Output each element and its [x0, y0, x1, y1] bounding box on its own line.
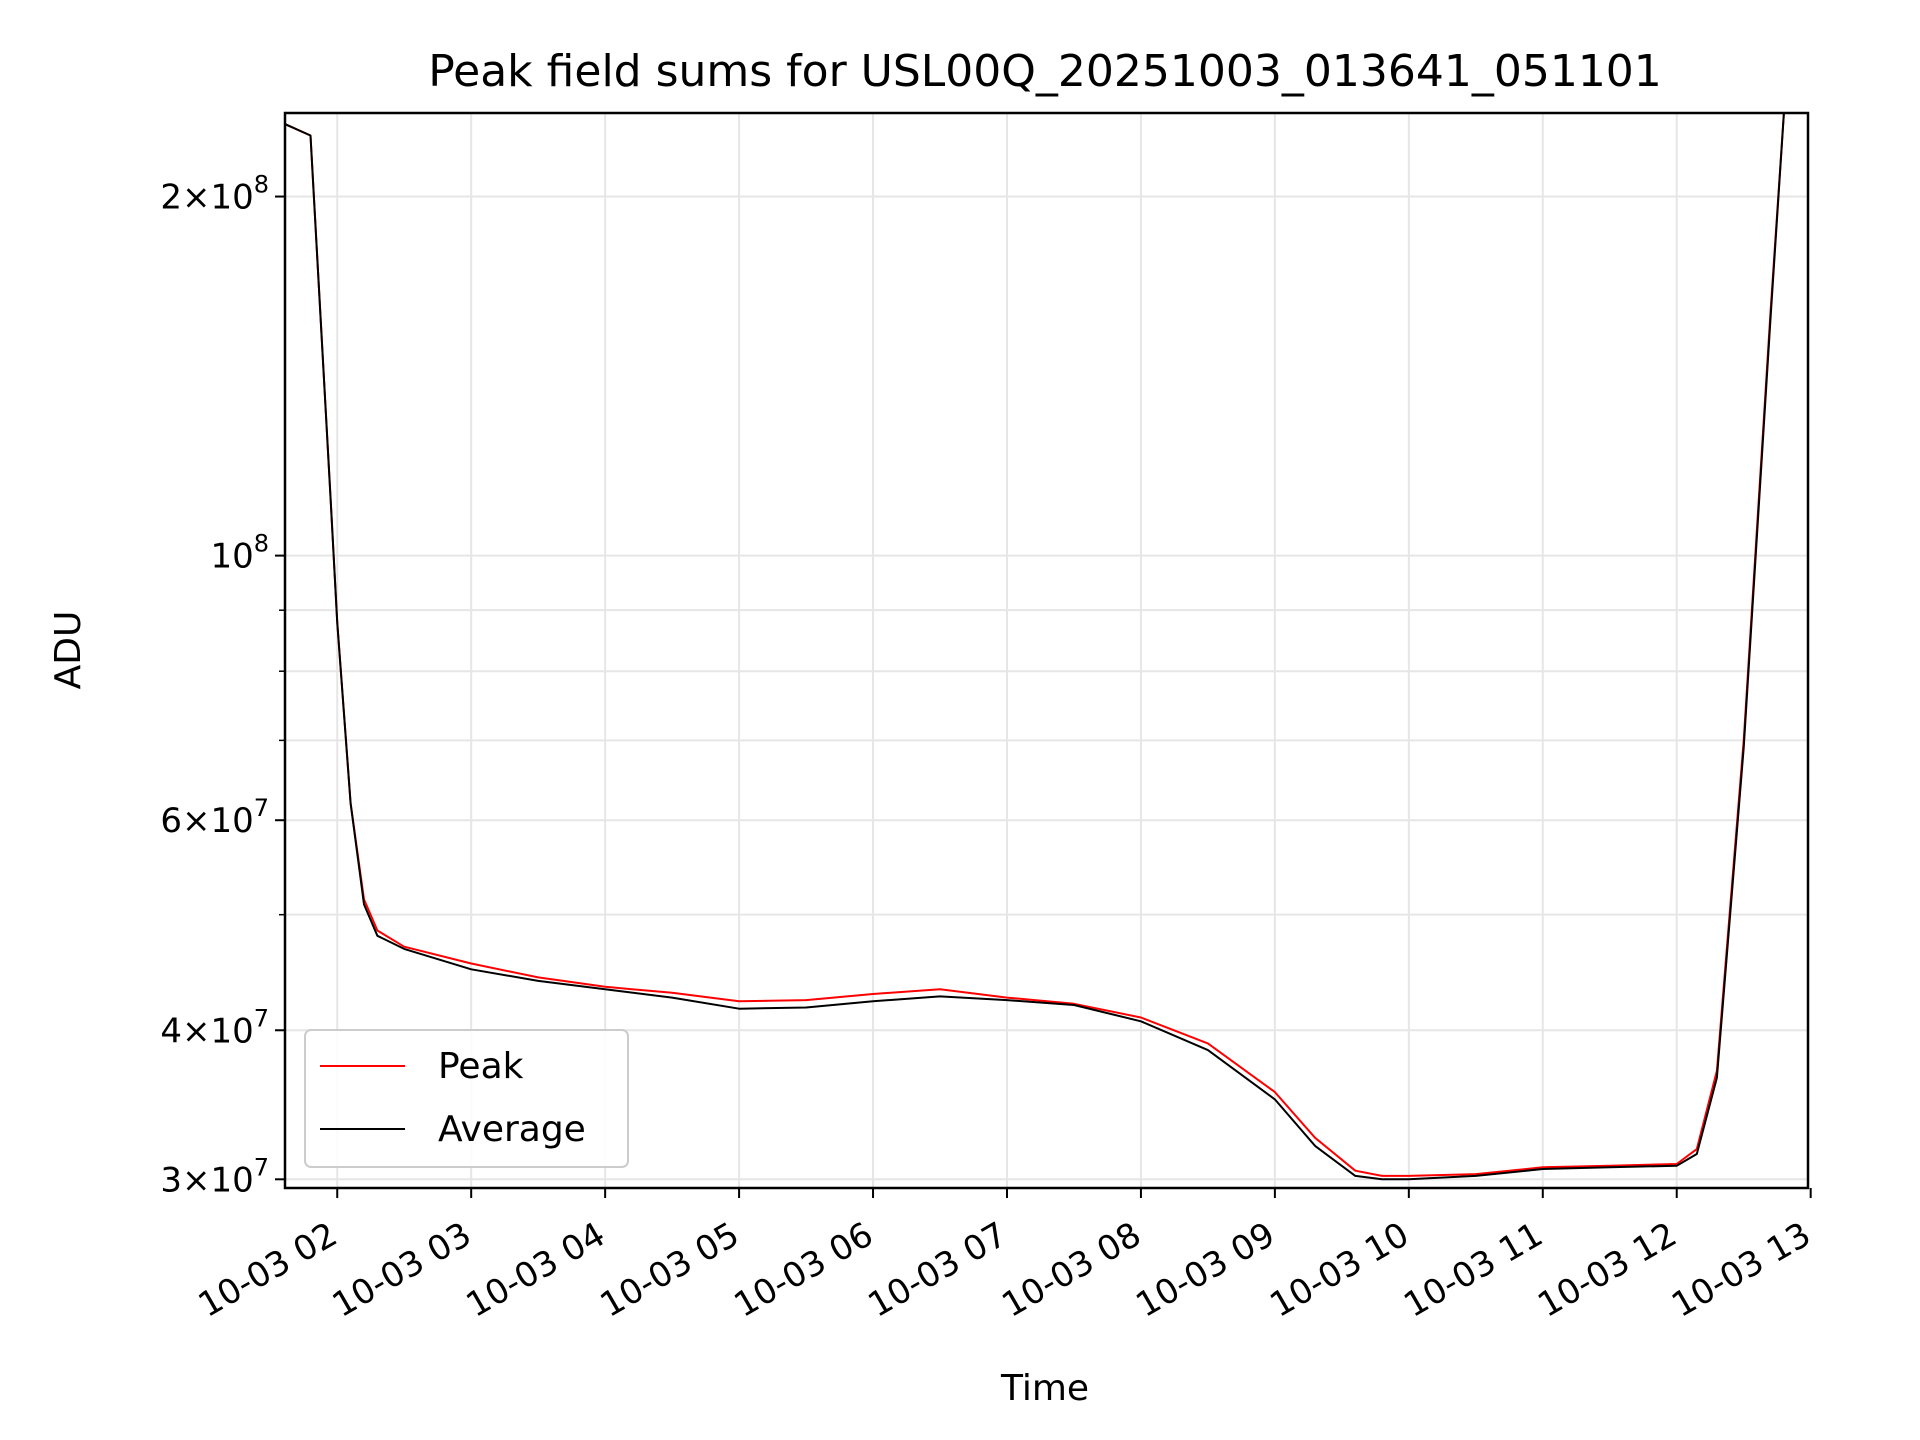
y-tick-label: 6×107 — [160, 794, 269, 841]
x-axis-label: Time — [1000, 1368, 1089, 1409]
legend: Peak Average — [304, 1029, 629, 1168]
y-tick-label: 3×107 — [160, 1153, 269, 1200]
legend-average-label: Average — [438, 1109, 586, 1150]
grid-lines — [285, 113, 1808, 1188]
y-tick-label: 2×108 — [160, 171, 269, 218]
y-tick-label: 108 — [210, 530, 269, 577]
series-line-average — [285, 113, 1785, 1181]
legend-box — [304, 1029, 629, 1168]
y-tick-label: 4×107 — [160, 1004, 269, 1051]
series-line-peak — [285, 113, 1785, 1177]
y-axis-ticks: 3×107 4×107 6×107 108 2×108 — [160, 171, 285, 1200]
plot-area — [285, 113, 1785, 1181]
y-axis-label: ADU — [48, 611, 89, 690]
chart-title: Peak field sums for USL00Q_20251003_0136… — [428, 46, 1662, 97]
plot-frame — [283, 111, 1810, 1190]
legend-peak-label: Peak — [438, 1046, 524, 1087]
